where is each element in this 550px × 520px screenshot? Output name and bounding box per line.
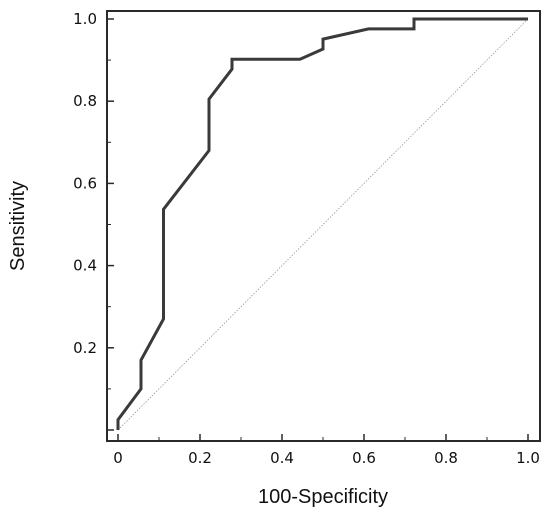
plot-area <box>116 17 529 431</box>
tick-labels: 0 0.2 0.4 0.6 0.8 1.0 0.2 0.4 0.6 0.8 1.0 <box>73 10 540 467</box>
x-tick-label: 0.4 <box>270 449 294 467</box>
y-tick-label: 1.0 <box>73 10 97 28</box>
y-axis-label: Sensitivity <box>7 181 29 271</box>
y-tick-label: 0.6 <box>73 174 97 192</box>
roc-curve-series-0 <box>116 17 528 430</box>
x-tick-label: 0.6 <box>352 449 376 467</box>
y-tick-label: 0.2 <box>73 339 97 357</box>
reference-diagonal-line <box>117 18 529 431</box>
x-axis-label: 100-Specificity <box>258 486 388 508</box>
y-tick-label: 0.4 <box>73 257 97 275</box>
x-tick-label: 0.8 <box>434 449 458 467</box>
y-tick-label: 0.8 <box>73 92 97 110</box>
plot-frame <box>106 10 541 442</box>
x-tick-label: 0 <box>113 449 123 467</box>
x-tick-label: 1.0 <box>516 449 540 467</box>
x-tick-label: 0.2 <box>188 449 212 467</box>
